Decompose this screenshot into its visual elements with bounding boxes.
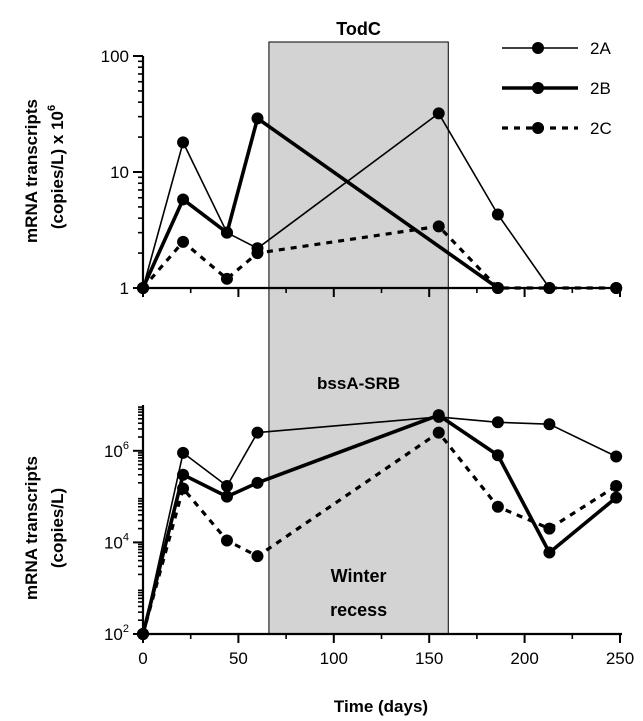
legend-label-2B: 2B bbox=[590, 79, 611, 98]
bot-x-tick-label: 50 bbox=[229, 649, 248, 668]
top-series-2B-point bbox=[251, 112, 264, 125]
top-series-2C-point bbox=[543, 282, 556, 294]
bot-tick-base: 10 bbox=[104, 442, 123, 461]
bot-x-tick-label: 150 bbox=[415, 649, 443, 668]
winter-recess-label-line2: recess bbox=[330, 600, 387, 620]
bot-series-2B-point bbox=[432, 409, 445, 422]
todc-title: TodC bbox=[336, 19, 381, 39]
top-tick-label: 1 bbox=[120, 279, 129, 298]
bot-series-2C-point bbox=[177, 482, 190, 495]
bot-series-2A-point bbox=[177, 446, 190, 459]
todc-y-label-exponent: 6 bbox=[46, 105, 58, 111]
bot-series-2B-point bbox=[610, 491, 623, 504]
top-series-2C-point bbox=[610, 282, 623, 294]
bot-series-2C-point bbox=[432, 426, 445, 439]
bot-tick-exponent: 2 bbox=[123, 623, 129, 635]
legend-label-2C: 2C bbox=[590, 119, 612, 138]
bot-tick-label: 104 bbox=[104, 531, 129, 552]
bot-series-2B-point bbox=[177, 468, 190, 481]
top-series-2B-point bbox=[220, 226, 233, 239]
legend: 2A 2B 2C bbox=[502, 39, 612, 138]
top-tick-label: 100 bbox=[101, 47, 129, 66]
bot-series-2C-point bbox=[491, 500, 504, 513]
bot-tick-exponent: 4 bbox=[123, 531, 129, 543]
legend-marker-2A bbox=[532, 42, 544, 54]
top-series-2C-point bbox=[432, 220, 445, 233]
bot-x-tick-label: 200 bbox=[510, 649, 538, 668]
bot-series-2B-point bbox=[220, 490, 233, 503]
bssa-series bbox=[137, 409, 623, 640]
top-series-2A-point bbox=[432, 107, 445, 120]
top-series-2A-point bbox=[491, 208, 504, 221]
top-series-2B-point bbox=[177, 193, 190, 206]
todc-series bbox=[137, 107, 623, 294]
bot-series-2C-line bbox=[141, 431, 618, 635]
x-axis-label: Time (days) bbox=[334, 697, 428, 716]
top-series-2A-point bbox=[177, 136, 190, 149]
bssa-y-label: mRNA transcripts bbox=[22, 456, 41, 600]
top-series-2C-point bbox=[137, 282, 149, 294]
top-series-2C-line bbox=[141, 224, 617, 290]
bot-x-tick-label: 100 bbox=[320, 649, 348, 668]
legend-label-2A: 2A bbox=[590, 39, 611, 58]
bot-series-2A-point bbox=[220, 480, 233, 493]
winter-recess-band bbox=[268, 41, 449, 635]
todc-y-label-units: (copies/L) x 106 bbox=[46, 105, 67, 229]
top-series-2C-point bbox=[251, 247, 264, 260]
bot-series-2A-line bbox=[142, 416, 617, 635]
bot-series-2C-point bbox=[610, 480, 623, 493]
todc-y-ticks: 1 10 100 bbox=[101, 47, 143, 298]
bot-series-2A-point bbox=[610, 450, 623, 463]
bot-series-2A-point bbox=[543, 418, 556, 431]
bot-tick-label: 106 bbox=[104, 440, 129, 461]
bot-series-2B-point bbox=[491, 449, 504, 462]
bot-series-2C-point bbox=[543, 522, 556, 535]
bot-tick-label: 102 bbox=[104, 623, 129, 644]
top-tick-label: 10 bbox=[110, 163, 129, 182]
bssa-y-label-units: (copies/L) bbox=[48, 488, 67, 568]
winter-recess-label-line1: Winter bbox=[331, 566, 387, 586]
todc-panel: TodC 1 10 100 mRNA transcripts (copies/L) … bbox=[22, 19, 623, 298]
bot-series-2B-line bbox=[141, 413, 618, 635]
todc-y-label-units-base: (copies/L) x 10 bbox=[48, 111, 67, 229]
top-series-2C-point bbox=[491, 282, 504, 294]
legend-marker-2C bbox=[532, 122, 544, 134]
top-series-2C-point bbox=[220, 272, 233, 285]
bot-series-2B-point bbox=[543, 546, 556, 559]
top-series-2C-point bbox=[177, 235, 190, 248]
legend-marker-2B bbox=[532, 82, 544, 94]
bot-x-tick-label: 0 bbox=[138, 649, 147, 668]
bot-series-2B-point bbox=[251, 476, 264, 489]
todc-y-label: mRNA transcripts bbox=[22, 99, 41, 243]
bot-series-2C-point bbox=[251, 550, 264, 563]
bot-series-2A-point bbox=[491, 416, 504, 429]
bot-tick-base: 10 bbox=[104, 533, 123, 552]
bssa-x-ticks: 0 50 100 150 200 250 bbox=[138, 634, 634, 668]
bot-tick-exponent: 6 bbox=[123, 440, 129, 452]
bot-tick-base: 10 bbox=[104, 625, 123, 644]
bot-series-2A-point bbox=[251, 426, 264, 439]
bssa-title: bssA-SRB bbox=[317, 374, 400, 393]
bot-x-tick-label: 250 bbox=[606, 649, 634, 668]
bot-series-2C-point bbox=[137, 628, 149, 640]
bot-series-2C-point bbox=[220, 534, 233, 547]
